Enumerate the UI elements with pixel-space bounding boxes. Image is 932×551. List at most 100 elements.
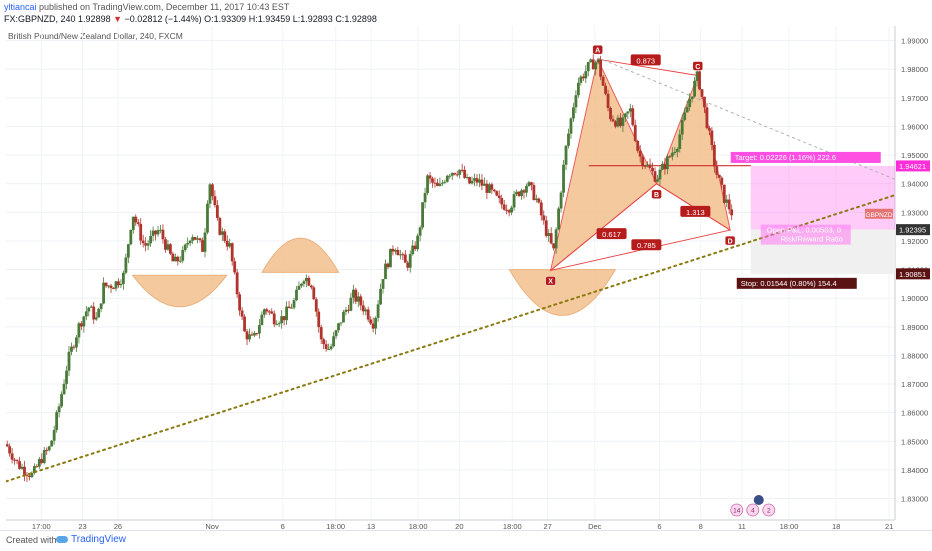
- candle-body: [661, 163, 664, 170]
- candle-body: [559, 192, 563, 209]
- candle-body: [426, 175, 429, 194]
- tradingview-logo[interactable]: TradingView: [56, 534, 126, 545]
- candle-body: [62, 383, 66, 395]
- ratio-badge: [631, 239, 662, 251]
- candle-body: [329, 346, 333, 350]
- candle-body: [65, 370, 68, 384]
- candle-body: [181, 250, 185, 261]
- candle-body: [126, 244, 130, 258]
- open-pnl-text: Open P&L: 0.00503, 0: [767, 226, 841, 235]
- event-badge-circle: [730, 503, 744, 517]
- candle-body: [186, 243, 190, 245]
- symbol-label[interactable]: FX:GBPNZD, 240: [4, 14, 76, 24]
- candle-body: [500, 198, 504, 205]
- candle-body: [720, 177, 724, 185]
- candle-body: [87, 307, 91, 312]
- candle-body: [725, 199, 729, 203]
- candle-body: [611, 119, 615, 122]
- candle-body: [616, 117, 620, 127]
- candle-body: [465, 177, 469, 179]
- ratio-label: 1.313: [680, 205, 711, 217]
- candle-body: [403, 254, 407, 263]
- point-badge: [692, 61, 704, 71]
- candle-body: [510, 207, 514, 213]
- candle-body: [280, 316, 284, 324]
- candle-body: [690, 96, 694, 100]
- candle-body: [154, 230, 157, 235]
- candle-body: [512, 194, 516, 208]
- candle-body: [450, 173, 454, 176]
- candle-body: [621, 117, 625, 126]
- event-badge-circle: [746, 503, 760, 517]
- candle-body: [665, 156, 669, 170]
- candle-body: [675, 148, 679, 152]
- candle-body: [507, 210, 511, 213]
- price-change: −0.02812 (−1.44%): [124, 14, 202, 24]
- candle-body: [379, 288, 382, 305]
- price-chart[interactable]: British Pound/New Zealand Dollar, 240, F…: [0, 26, 932, 531]
- candle-body: [537, 198, 541, 203]
- chart-title: British Pound/New Zealand Dollar, 240, F…: [8, 31, 183, 41]
- x-tick-label: 8: [699, 522, 703, 530]
- candle-body: [487, 184, 491, 193]
- candle-body: [569, 118, 573, 134]
- candle-body: [393, 249, 397, 252]
- x-tick-label: 6: [281, 522, 285, 530]
- candle-body: [107, 285, 110, 287]
- projection-line: [597, 57, 895, 180]
- candle-body: [396, 249, 400, 256]
- candle-body: [648, 164, 652, 168]
- candle-body: [552, 243, 556, 249]
- event-badge-text: 2: [767, 508, 771, 515]
- x-tick-label: 20: [455, 522, 463, 530]
- candle-body: [453, 173, 457, 175]
- candle-body: [89, 306, 93, 308]
- candle-body: [15, 459, 19, 462]
- ohlc-low: L:1.92893: [292, 14, 333, 24]
- candle-body: [497, 195, 501, 199]
- candle-body: [663, 163, 667, 170]
- candle-body: [225, 240, 229, 247]
- candle-body: [564, 145, 568, 165]
- harmonic-diagonal: [597, 58, 698, 76]
- candle-body: [619, 117, 622, 126]
- price-tag-text: 1.94621: [899, 162, 926, 171]
- point-badge: [592, 44, 603, 55]
- candle-body: [473, 178, 476, 181]
- candle-body: [520, 190, 523, 197]
- cap-2: [261, 237, 340, 273]
- candle-body: [173, 256, 177, 262]
- candle-body: [705, 107, 709, 129]
- chart-area[interactable]: British Pound/New Zealand Dollar, 240, F…: [0, 26, 932, 540]
- harmonic-diagonal: [550, 183, 657, 271]
- candle-body: [243, 316, 246, 332]
- candle-body: [359, 296, 363, 306]
- y-tick-label: 1.90000: [901, 294, 928, 303]
- y-tick-label: 1.89000: [901, 323, 928, 332]
- candle-body: [631, 108, 635, 126]
- candle-body: [515, 191, 518, 195]
- candle-body: [589, 59, 593, 63]
- x-tick-label: 26: [114, 522, 122, 530]
- symbol-tag-bg: [865, 208, 893, 219]
- candle-body: [576, 82, 580, 96]
- candle-body: [376, 304, 380, 318]
- ratio-text: 0.617: [602, 230, 621, 239]
- ohlc-high: H:1.93459: [248, 14, 291, 24]
- position-label-bg: [760, 224, 851, 245]
- point-label: B: [654, 192, 659, 199]
- header: yltiancai published on TradingView.com, …: [0, 0, 932, 28]
- event-badge-text: 4: [751, 508, 755, 515]
- candle-body: [636, 140, 640, 151]
- candle-body: [440, 182, 444, 184]
- candle-body: [475, 178, 479, 183]
- author-link[interactable]: yltiancai: [4, 2, 37, 12]
- candle-body: [413, 245, 417, 250]
- candle-body: [557, 208, 560, 230]
- candle-body: [601, 76, 605, 86]
- candle-body: [322, 339, 326, 345]
- candle-body: [117, 281, 120, 286]
- candle-body: [164, 239, 167, 250]
- candle-body: [386, 263, 390, 268]
- candle-body: [641, 156, 645, 166]
